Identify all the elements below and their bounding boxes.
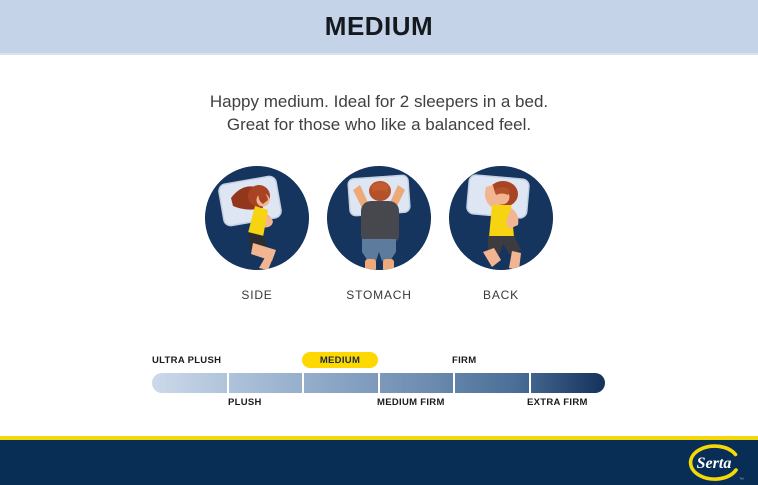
- position-label-side: SIDE: [241, 288, 273, 302]
- serta-logo-text: Serta: [697, 455, 732, 472]
- man-sleeping-on-stomach-icon: [327, 166, 431, 270]
- scale-label-firm: FIRM: [452, 355, 477, 366]
- sleep-position-back: BACK: [449, 166, 553, 302]
- selected-firmness-badge: MEDIUM: [302, 352, 378, 368]
- woman-sleeping-on-side-icon: [205, 166, 309, 270]
- scale-divider: [453, 373, 455, 393]
- position-label-stomach: STOMACH: [346, 288, 412, 302]
- scale-divider: [226, 373, 229, 393]
- header-banner: MEDIUM: [0, 0, 758, 55]
- intro-copy: Happy medium. Ideal for 2 sleepers in a …: [0, 90, 758, 136]
- scale-divider: [377, 373, 380, 393]
- intro-line-1: Happy medium. Ideal for 2 sleepers in a …: [209, 92, 549, 111]
- woman-sleeping-on-back-icon: [449, 166, 553, 270]
- trademark-symbol: ™: [739, 477, 744, 483]
- scale-label-extra-firm: EXTRA FIRM: [527, 397, 588, 408]
- serta-logo: Serta ™: [686, 441, 744, 484]
- position-label-back: BACK: [483, 288, 519, 302]
- sleep-position-side: SIDE: [205, 166, 309, 302]
- footer-accent-stripe: [0, 436, 758, 440]
- footer-bar: Serta ™: [0, 440, 758, 485]
- sleep-positions-row: SIDE: [0, 166, 758, 302]
- firmness-title: MEDIUM: [324, 11, 434, 41]
- intro-line-2: Great for those who like a balanced feel…: [226, 115, 532, 134]
- scale-divider: [528, 373, 531, 393]
- scale-label-ultra-plush: ULTRA PLUSH: [152, 355, 222, 366]
- sleep-position-stomach: STOMACH: [327, 166, 431, 302]
- scale-divider: [302, 373, 304, 393]
- scale-label-plush: PLUSH: [228, 397, 262, 408]
- scale-label-medium-firm: MEDIUM FIRM: [377, 397, 445, 408]
- firmness-gradient-bar: [152, 373, 605, 393]
